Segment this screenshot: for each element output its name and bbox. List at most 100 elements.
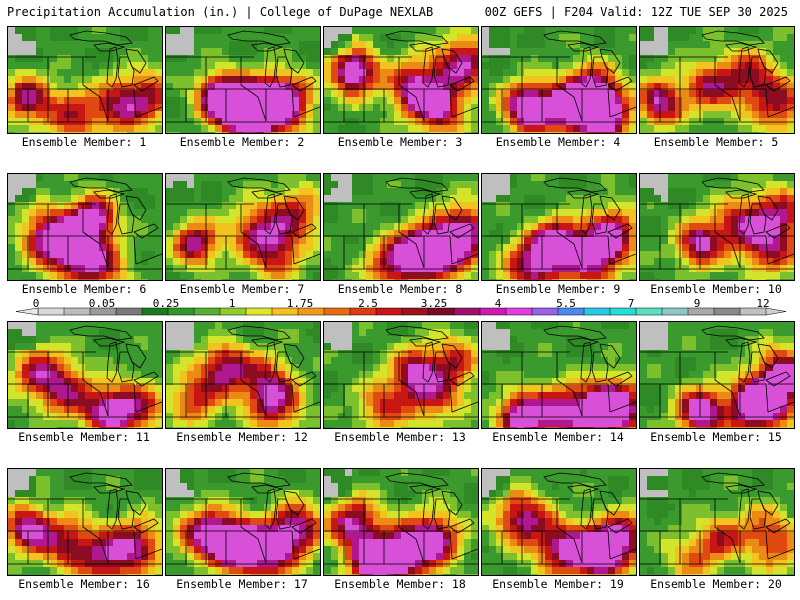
member-label: Ensemble Member: 4 xyxy=(495,135,621,149)
state-boundaries xyxy=(166,325,320,418)
ensemble-map-4 xyxy=(481,26,637,134)
ensemble-map-10 xyxy=(639,173,795,281)
state-boundaries xyxy=(8,177,162,270)
colorbar-swatch xyxy=(661,307,689,316)
state-boundaries xyxy=(324,472,478,565)
colorbar-tick-label: 0.05 xyxy=(88,297,116,310)
ensemble-map-16 xyxy=(7,468,163,576)
colorbar-swatch xyxy=(687,307,715,316)
colorbar-right-arrow xyxy=(765,307,787,316)
precip-field xyxy=(8,174,162,280)
ensemble-map-9 xyxy=(481,173,637,281)
colorbar-swatch xyxy=(245,307,273,316)
run-valid-time: 00Z GEFS | F204 Valid: 12Z TUE SEP 30 20… xyxy=(484,5,788,19)
colorbar-tick-label: 7 xyxy=(627,297,635,310)
ensemble-map-3 xyxy=(323,26,479,134)
colorbar-tick-label: 1 xyxy=(228,297,236,310)
colorbar-tick-label: 3.25 xyxy=(420,297,448,310)
colorbar-swatch xyxy=(323,307,351,316)
state-boundaries xyxy=(324,177,478,270)
member-label: Ensemble Member: 17 xyxy=(176,577,308,591)
ensemble-map-19 xyxy=(481,468,637,576)
member-label: Ensemble Member: 18 xyxy=(334,577,466,591)
member-label: Ensemble Member: 12 xyxy=(176,430,308,444)
colorbar-tick-label: 0.25 xyxy=(152,297,180,310)
member-label: Ensemble Member: 11 xyxy=(18,430,150,444)
ensemble-map-8 xyxy=(323,173,479,281)
precip-field xyxy=(8,27,162,133)
chart-title: Precipitation Accumulation (in.) | Colle… xyxy=(7,5,434,19)
ensemble-map-14 xyxy=(481,321,637,429)
colorbar-swatch xyxy=(193,307,221,316)
colorbar-tick-label: 5.5 xyxy=(556,297,576,310)
state-boundaries xyxy=(640,177,794,270)
colorbar-swatch xyxy=(37,307,65,316)
member-label: Ensemble Member: 9 xyxy=(495,282,621,296)
member-label: Ensemble Member: 3 xyxy=(337,135,463,149)
colorbar-tick-label: 9 xyxy=(693,297,701,310)
colorbar-tick-label: 1.75 xyxy=(286,297,314,310)
precip-field xyxy=(640,27,794,133)
precip-field xyxy=(166,469,320,575)
state-boundaries xyxy=(324,30,478,123)
precip-field xyxy=(640,322,794,428)
precip-field xyxy=(482,27,636,133)
colorbar-swatch xyxy=(531,307,559,316)
member-label: Ensemble Member: 14 xyxy=(492,430,624,444)
ensemble-map-6 xyxy=(7,173,163,281)
state-boundaries xyxy=(640,30,794,123)
colorbar-swatch xyxy=(583,307,611,316)
ensemble-map-2 xyxy=(165,26,321,134)
colorbar-left-arrow xyxy=(15,307,39,316)
precip-field xyxy=(324,322,478,428)
precip-field xyxy=(482,469,636,575)
precip-field xyxy=(166,27,320,133)
member-label: Ensemble Member: 5 xyxy=(653,135,779,149)
state-boundaries xyxy=(8,472,162,565)
member-label: Ensemble Member: 2 xyxy=(179,135,305,149)
precip-field xyxy=(324,27,478,133)
state-boundaries xyxy=(166,177,320,270)
member-label: Ensemble Member: 19 xyxy=(492,577,624,591)
ensemble-map-20 xyxy=(639,468,795,576)
colorbar xyxy=(15,307,787,316)
ensemble-map-1 xyxy=(7,26,163,134)
precip-field xyxy=(324,469,478,575)
state-boundaries xyxy=(482,472,636,565)
colorbar-swatch xyxy=(479,307,507,316)
member-label: Ensemble Member: 15 xyxy=(650,430,782,444)
precip-field xyxy=(324,174,478,280)
colorbar-swatch xyxy=(713,307,741,316)
member-label: Ensemble Member: 6 xyxy=(21,282,147,296)
precip-field xyxy=(482,174,636,280)
member-label: Ensemble Member: 10 xyxy=(650,282,782,296)
colorbar-swatch xyxy=(635,307,663,316)
precip-field xyxy=(166,174,320,280)
state-boundaries xyxy=(324,325,478,418)
precip-field xyxy=(8,322,162,428)
colorbar-swatch xyxy=(115,307,143,316)
state-boundaries xyxy=(166,472,320,565)
ensemble-map-18 xyxy=(323,468,479,576)
state-boundaries xyxy=(640,325,794,418)
member-label: Ensemble Member: 16 xyxy=(18,577,150,591)
member-label: Ensemble Member: 20 xyxy=(650,577,782,591)
precip-field xyxy=(482,322,636,428)
ensemble-map-5 xyxy=(639,26,795,134)
state-boundaries xyxy=(8,30,162,123)
state-boundaries xyxy=(640,472,794,565)
colorbar-swatch xyxy=(505,307,533,316)
precip-field xyxy=(8,469,162,575)
colorbar-tick-label: 4 xyxy=(494,297,502,310)
member-label: Ensemble Member: 7 xyxy=(179,282,305,296)
precip-field xyxy=(640,174,794,280)
ensemble-map-7 xyxy=(165,173,321,281)
ensemble-map-11 xyxy=(7,321,163,429)
ensemble-map-12 xyxy=(165,321,321,429)
ensemble-map-15 xyxy=(639,321,795,429)
colorbar-swatch xyxy=(453,307,481,316)
member-label: Ensemble Member: 1 xyxy=(21,135,147,149)
colorbar-tick-label: 0 xyxy=(32,297,40,310)
colorbar-tick-label: 12 xyxy=(756,297,770,310)
state-boundaries xyxy=(482,177,636,270)
